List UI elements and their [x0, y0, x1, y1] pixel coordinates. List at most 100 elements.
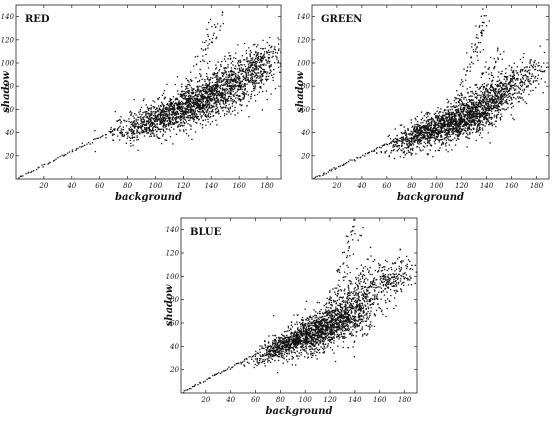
scatter-point [146, 113, 148, 115]
scatter-point [180, 118, 182, 121]
scatter-point [189, 96, 191, 98]
scatter-point [449, 125, 451, 127]
scatter-point [465, 122, 467, 125]
scatter-point [223, 89, 226, 91]
scatter-point [225, 92, 227, 94]
scatter-point [438, 119, 441, 121]
scatter-point [440, 122, 443, 125]
scatter-point [463, 104, 465, 107]
scatter-point [226, 67, 228, 69]
scatter-point [463, 120, 465, 123]
scatter-point [409, 149, 412, 151]
scatter-point [209, 18, 212, 21]
scatter-point [183, 122, 186, 125]
scatter-point [188, 89, 190, 92]
scatter-point [512, 75, 515, 78]
scatter-point [514, 88, 516, 90]
scatter-point [460, 94, 463, 96]
scatter-point [269, 69, 271, 71]
scatter-point [254, 57, 257, 60]
scatter-point [533, 80, 535, 82]
scatter-point [423, 131, 425, 133]
scatter-point [261, 73, 263, 75]
scatter-point [487, 83, 489, 85]
scatter-point [368, 151, 371, 154]
scatter-point [204, 104, 207, 106]
scatter-point [181, 90, 184, 92]
scatter-point [499, 108, 501, 111]
scatter-point [192, 118, 194, 120]
scatter-point [150, 113, 152, 115]
scatter-point [415, 129, 417, 131]
scatter-point [254, 94, 256, 97]
scatter-point [94, 150, 96, 153]
scatter-point [477, 103, 480, 106]
scatter-point [483, 105, 486, 107]
scatter-point [167, 123, 169, 126]
scatter-point [501, 95, 503, 97]
scatter-point [440, 129, 442, 131]
scatter-point [499, 82, 502, 84]
scatter-point [347, 160, 350, 163]
scatter-point [225, 78, 227, 81]
scatter-point [486, 94, 488, 96]
scatter-point [231, 75, 233, 77]
scatter-point [393, 157, 396, 160]
scatter-point [490, 89, 492, 91]
scatter-point [234, 106, 236, 109]
scatter-point [172, 117, 174, 120]
scatter-point [411, 134, 413, 136]
scatter-point [190, 110, 192, 112]
scatter-point [218, 90, 220, 92]
scatter-point [168, 105, 171, 108]
scatter-point [516, 77, 518, 80]
scatter-point [169, 121, 171, 123]
scatter-point [159, 128, 161, 131]
scatter-point [160, 111, 162, 114]
scatter-point [469, 112, 472, 114]
scatter-point [522, 78, 524, 80]
scatter-point [224, 66, 227, 69]
scatter-point [426, 128, 428, 130]
scatter-point [430, 121, 432, 124]
scatter-point [499, 118, 502, 120]
scatter-point [430, 119, 432, 121]
scatter-point [452, 130, 454, 132]
scatter-point [277, 37, 279, 39]
scatter-point [420, 132, 422, 134]
scatter-point [410, 154, 412, 156]
scatter-point [113, 133, 115, 136]
scatter-point [394, 144, 396, 146]
scatter-point [396, 145, 399, 147]
scatter-point [453, 127, 455, 129]
scatter-point [417, 135, 419, 137]
scatter-point [497, 109, 500, 111]
scatter-point [409, 143, 411, 145]
scatter-point [177, 105, 180, 108]
scatter-point [488, 101, 490, 103]
scatter-point [191, 97, 193, 99]
scatter-point [168, 112, 171, 115]
scatter-point [216, 80, 219, 82]
scatter-point [475, 116, 477, 118]
scatter-point [440, 125, 442, 127]
scatter-point [489, 56, 492, 59]
scatter-point [481, 107, 484, 109]
scatter-point [427, 125, 429, 127]
scatter-point [449, 140, 452, 142]
scatter-point [99, 136, 101, 139]
scatter-point [174, 118, 176, 120]
scatter-point [228, 71, 230, 73]
scatter-point [384, 152, 386, 154]
scatter-point [427, 120, 429, 122]
scatter-point [222, 92, 224, 94]
scatter-point [488, 77, 491, 80]
scatter-point [417, 142, 419, 144]
scatter-point [463, 132, 465, 134]
scatter-point [506, 98, 508, 101]
scatter-point [440, 144, 443, 146]
scatter-point [225, 102, 227, 104]
scatter-point [194, 97, 196, 100]
scatter-point [120, 133, 122, 135]
scatter-point [215, 101, 217, 103]
